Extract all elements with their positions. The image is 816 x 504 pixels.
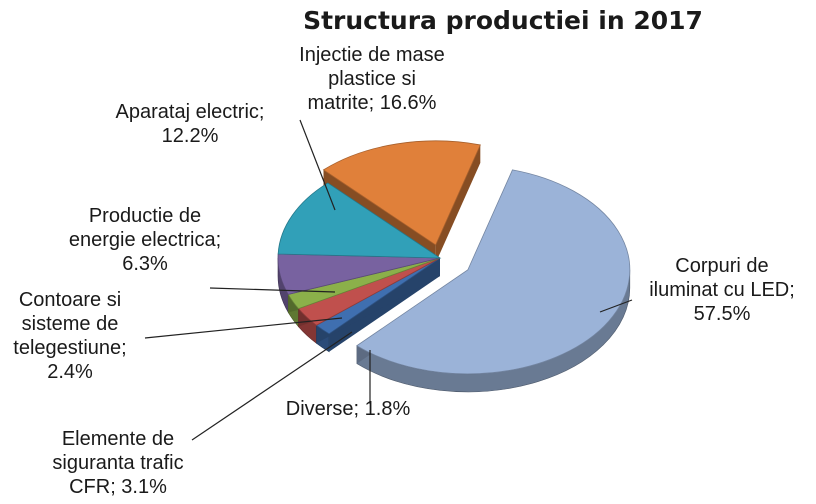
slice-label-5: Aparataj electric; 12.2% (116, 101, 265, 147)
slice-label-6: Injectie de mase plastice si matrite; 16.6… (299, 44, 445, 114)
leader-line-5 (299, 119, 336, 211)
leader-line-0 (599, 299, 633, 313)
pie-slice-0 (356, 169, 631, 375)
slice-label-1: Diverse; 1.8% (286, 398, 411, 420)
slice-label-3: Contoare si sisteme de telegestiune; 2.4% (13, 289, 126, 383)
leader-line-2 (191, 331, 353, 441)
leader-line-4 (209, 287, 336, 293)
pie-slice-5 (277, 182, 442, 259)
pie-slice-6 (322, 140, 481, 246)
slice-label-2: Elemente de siguranta trafic CFR; 3.1% (52, 428, 183, 498)
slice-label-4: Productie de energie electrica; 6.3% (69, 205, 221, 275)
slice-label-0: Corpuri de iluminat cu LED; 57.5% (649, 255, 795, 325)
leader-line-3 (144, 317, 343, 339)
chart-title: Structura productiei in 2017 (303, 6, 703, 35)
pie-slice-wall-6-1 (435, 144, 481, 263)
